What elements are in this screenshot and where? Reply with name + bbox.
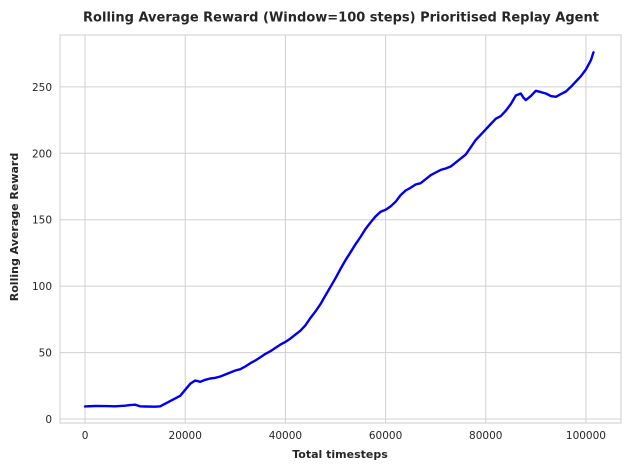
x-axis-ticks: 0 20000 40000 60000 80000 100000 xyxy=(82,430,606,442)
series-line xyxy=(83,51,595,408)
x-tick-label: 80000 xyxy=(469,430,502,442)
y-tick-label: 0 xyxy=(45,414,52,426)
chart-title: Rolling Average Reward (Window=100 steps… xyxy=(83,11,599,26)
plot-border xyxy=(59,34,622,424)
y-tick-label: 50 xyxy=(39,348,52,360)
y-axis-label: Rolling Average Reward xyxy=(8,153,21,301)
x-tick-label: 40000 xyxy=(269,430,302,442)
x-tick-label: 0 xyxy=(82,430,89,442)
y-tick-label: 200 xyxy=(32,148,52,160)
x-tick-label: 100000 xyxy=(566,430,606,442)
y-axis-ticks: 0 50 100 150 200 250 xyxy=(32,82,52,426)
x-tick-label: 20000 xyxy=(169,430,202,442)
x-axis-label: Total timesteps xyxy=(292,448,388,461)
x-tick-label: 60000 xyxy=(369,430,402,442)
series-layer xyxy=(83,51,595,408)
grid xyxy=(60,35,621,423)
y-tick-label: 100 xyxy=(32,281,52,293)
y-tick-label: 250 xyxy=(32,82,52,94)
y-tick-label: 150 xyxy=(32,215,52,227)
plot-frame xyxy=(59,34,622,424)
